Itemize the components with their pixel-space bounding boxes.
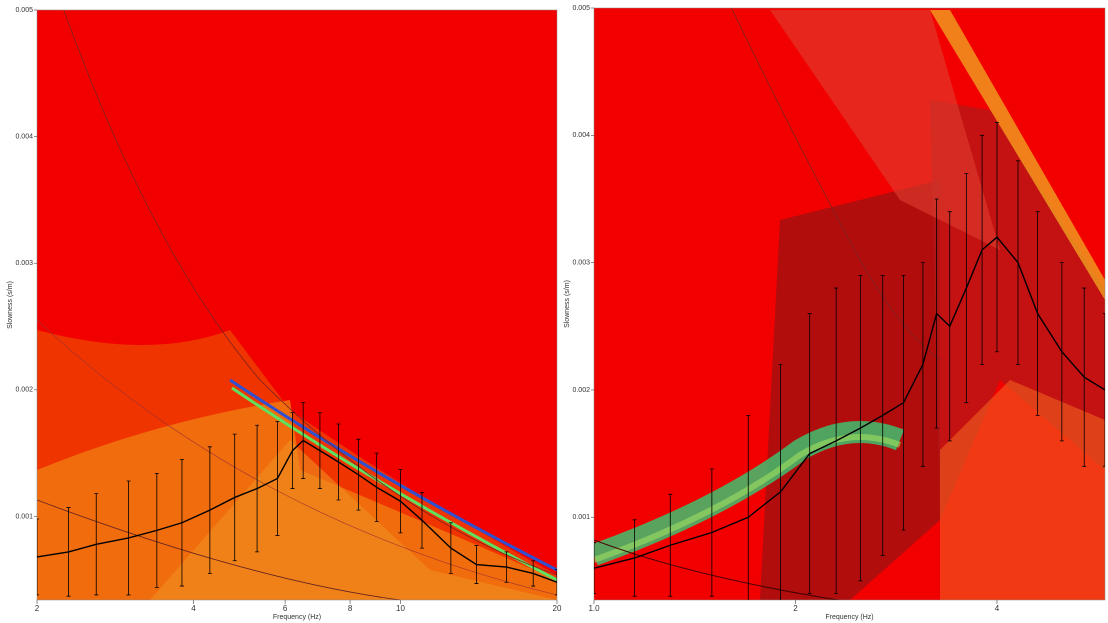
y-tick-label: 0.001 [15,513,33,520]
x-tick-label: 4 [995,604,1000,613]
y-tick-label: 0.004 [15,133,33,140]
y-tick-label: 0.004 [572,132,590,139]
x-tick-label: 2 [793,604,798,613]
heatmap-right [594,8,1105,600]
dispersion-curve [594,236,1105,569]
series [37,402,557,597]
y-axis-label: Slowness (s/m) [7,281,14,329]
x-axis-label: Frequency (Hz) [273,614,321,621]
error-bar [594,542,596,595]
x-tick-label: 1.0 [588,604,600,613]
y-axis-label: Slowness (s/m) [564,280,571,328]
plot-frame [36,9,558,601]
y-tick-label: 0.002 [15,387,33,394]
x-tick-label: 2 [35,604,40,613]
y-tick-label: 0.002 [572,387,590,394]
error-bar [37,518,39,596]
error-bar [555,569,557,596]
dispersion-curve [37,439,557,583]
y-tick-label: 0.001 [572,514,590,521]
y-tick-label: 0.005 [572,5,590,12]
x-tick-label: 6 [283,604,288,613]
plot-frame [593,7,1106,601]
error-bar [1103,313,1105,467]
x-tick-label: 20 [553,604,562,613]
x-tick-label: 10 [396,604,405,613]
series [594,122,1105,600]
heatmap-left [37,10,557,600]
y-tick-label: 0.003 [15,260,33,267]
y-tick-label: 0.003 [572,259,590,266]
x-axis-label: Frequency (Hz) [825,614,873,621]
x-tick-label: 8 [348,604,353,613]
x-tick-label: 4 [191,604,196,613]
y-tick-label: 0.005 [15,7,33,14]
